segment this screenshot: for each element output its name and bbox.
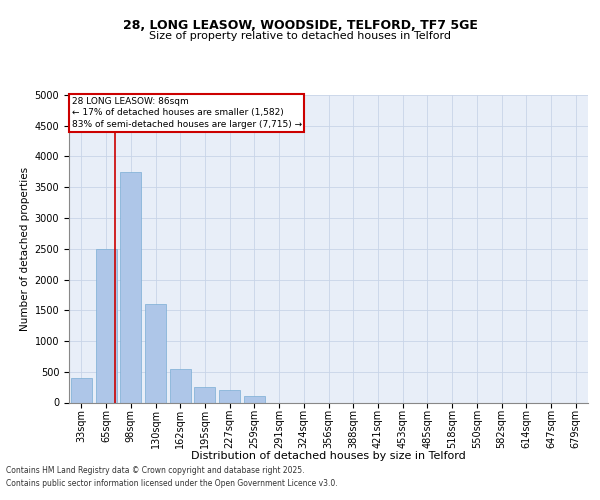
Bar [194, 387, 215, 402]
Bar [71, 378, 92, 402]
Text: Contains HM Land Registry data © Crown copyright and database right 2025.: Contains HM Land Registry data © Crown c… [6, 466, 305, 475]
Text: Contains public sector information licensed under the Open Government Licence v3: Contains public sector information licen… [6, 478, 338, 488]
Bar [95, 248, 116, 402]
Text: 28, LONG LEASOW, WOODSIDE, TELFORD, TF7 5GE: 28, LONG LEASOW, WOODSIDE, TELFORD, TF7 … [122, 19, 478, 32]
Text: 28 LONG LEASOW: 86sqm
← 17% of detached houses are smaller (1,582)
83% of semi-d: 28 LONG LEASOW: 86sqm ← 17% of detached … [71, 96, 302, 129]
Bar [120, 172, 141, 402]
X-axis label: Distribution of detached houses by size in Telford: Distribution of detached houses by size … [191, 451, 466, 461]
Bar [219, 390, 240, 402]
Bar [170, 368, 191, 402]
Text: Size of property relative to detached houses in Telford: Size of property relative to detached ho… [149, 31, 451, 41]
Bar [244, 396, 265, 402]
Y-axis label: Number of detached properties: Number of detached properties [20, 166, 31, 331]
Bar [145, 304, 166, 402]
